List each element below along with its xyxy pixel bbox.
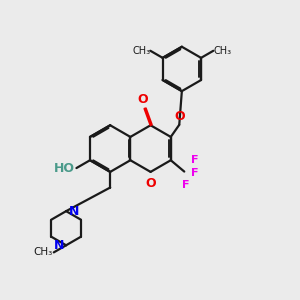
Text: O: O	[146, 177, 157, 190]
Text: F: F	[190, 155, 198, 165]
Text: HO: HO	[54, 162, 75, 175]
Text: N: N	[68, 205, 79, 218]
Text: CH₃: CH₃	[213, 46, 232, 56]
Text: F: F	[182, 179, 190, 190]
Text: CH₃: CH₃	[132, 46, 150, 56]
Text: CH₃: CH₃	[33, 248, 52, 257]
Text: N: N	[53, 239, 64, 252]
Text: O: O	[138, 93, 148, 106]
Text: O: O	[174, 110, 185, 122]
Text: F: F	[191, 168, 199, 178]
